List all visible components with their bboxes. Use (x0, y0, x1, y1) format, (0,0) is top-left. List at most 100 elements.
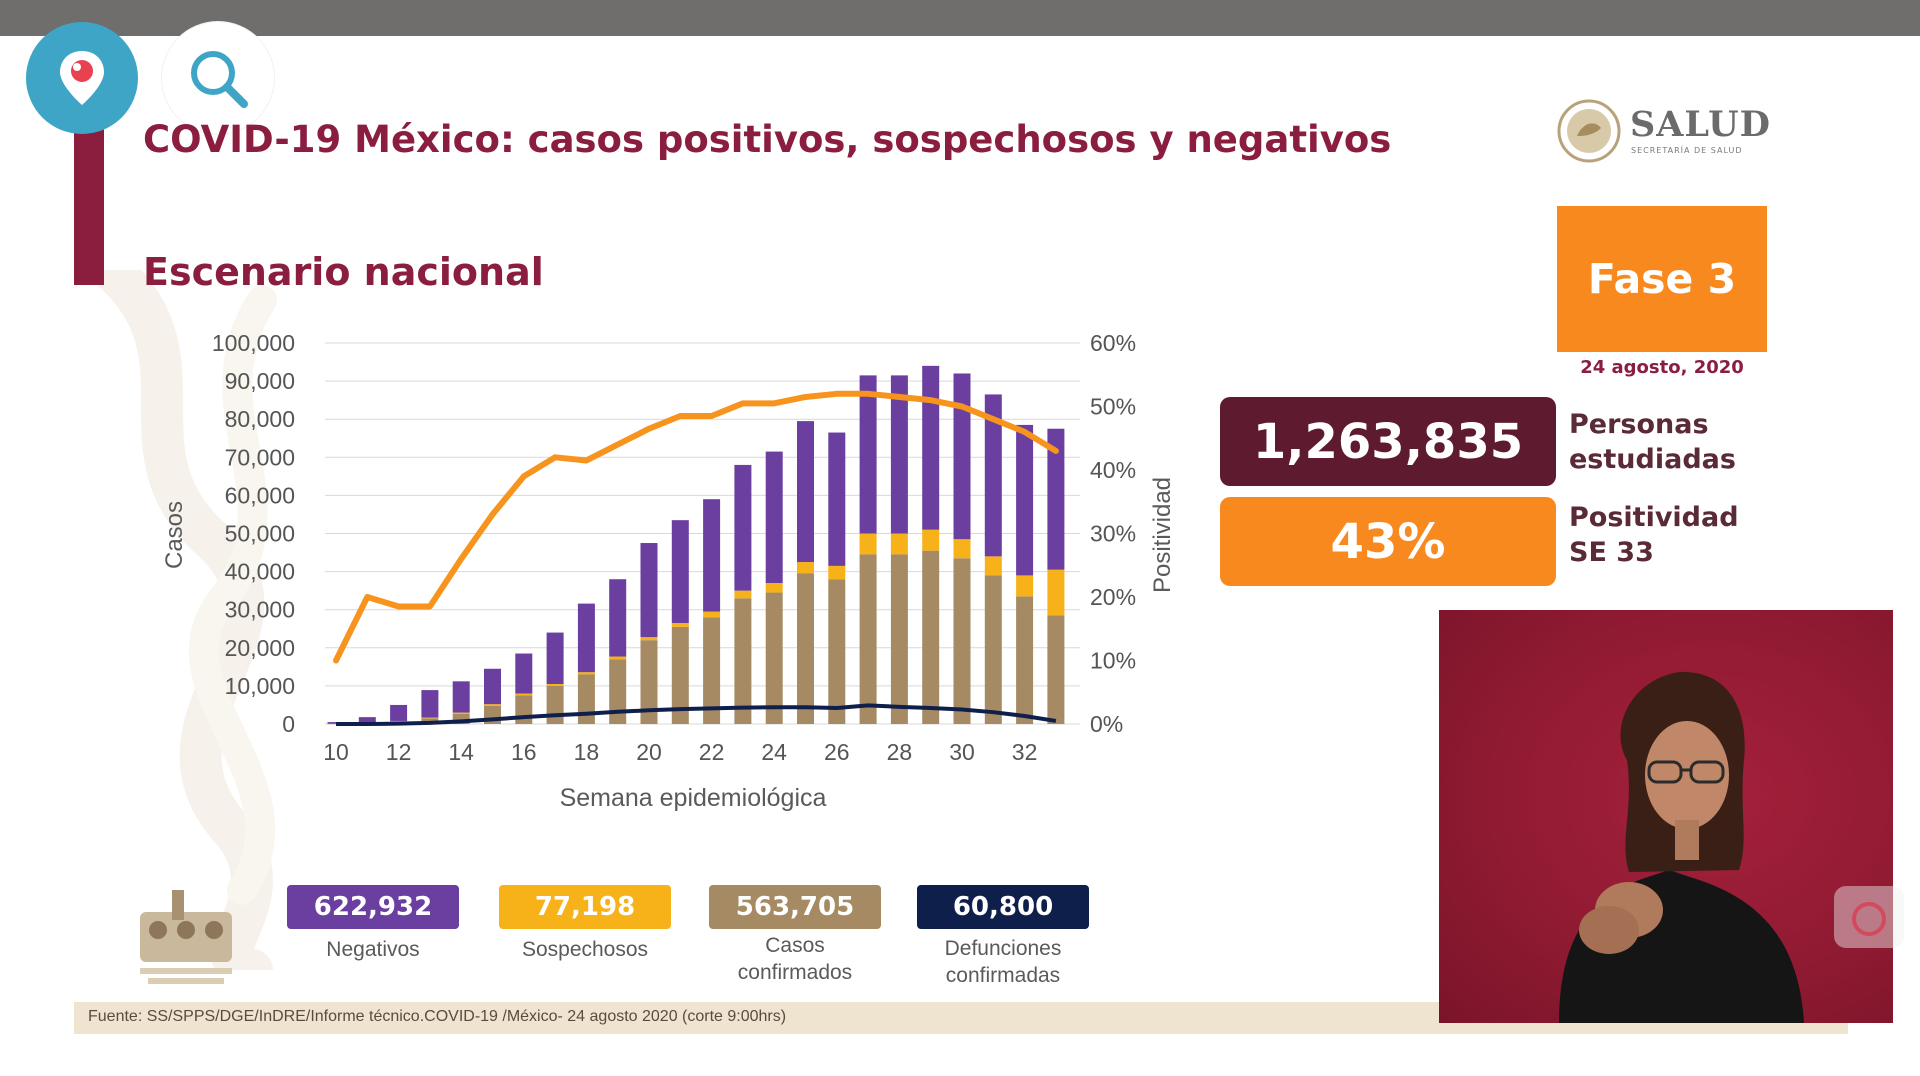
legend-confirmados-value: 563,705 (709, 885, 881, 929)
bar-sospechosos (421, 717, 439, 719)
page-subtitle: Escenario nacional (143, 250, 544, 294)
bar-negativos (452, 681, 470, 713)
x-tick-label: 20 (636, 739, 662, 765)
kpi-label-line: SE 33 (1569, 537, 1654, 568)
x-tick-label: 18 (574, 739, 600, 765)
bar-confirmados (734, 598, 752, 724)
y-tick-label: 10,000 (225, 673, 295, 699)
y-tick-label: 100,000 (212, 330, 295, 356)
x-tick-label: 26 (824, 739, 850, 765)
y-tick-label: 70,000 (225, 444, 295, 470)
bar-negativos (859, 375, 877, 534)
bar-sospechosos (765, 583, 783, 593)
legend-negativos-value: 622,932 (287, 885, 459, 929)
bar-negativos (484, 668, 501, 705)
bar-negativos (640, 543, 658, 638)
periscope-icon (60, 51, 104, 105)
y2-tick-label: 60% (1090, 330, 1136, 356)
legend-label-line: Negativos (326, 938, 420, 961)
bar-sospechosos (452, 712, 470, 714)
chart-y2-ticks: 0% 10% 20% 30% 40% 50% 60% (1090, 330, 1136, 737)
y2-tick-label: 40% (1090, 457, 1136, 483)
bar-negativos (797, 421, 814, 563)
y-tick-label: 0 (282, 711, 295, 737)
x-tick-label: 32 (1012, 739, 1038, 765)
bar-sospechosos (890, 533, 908, 555)
legend-sospechosos-value: 77,198 (499, 885, 671, 929)
top-bar (0, 0, 1920, 36)
bar-confirmados (765, 592, 783, 724)
page-title: COVID-19 México: casos positivos, sospec… (143, 118, 1392, 161)
interpreter-figure (1559, 671, 1804, 1023)
background-watermark (91, 270, 277, 970)
bar-confirmados (703, 617, 721, 724)
legend-label-line: Defunciones (944, 937, 1062, 960)
legend-label-line: Casos (765, 934, 825, 957)
search-button[interactable] (162, 22, 274, 134)
bar-negativos (734, 464, 752, 591)
bar-negativos (421, 690, 439, 718)
bar-sospechosos (484, 704, 501, 706)
kpi-label-line: Positividad (1569, 502, 1739, 533)
y2-tick-label: 10% (1090, 648, 1136, 674)
bar-sospechosos (546, 683, 564, 686)
bar-negativos (609, 579, 627, 657)
bar-negativos (671, 520, 689, 624)
bar-confirmados (1016, 596, 1034, 724)
bar-negativos (546, 632, 564, 684)
sign-language-interpreter-video (1439, 610, 1893, 1023)
salud-logo-subtext: SECRETARÍA DE SALUD (1631, 146, 1743, 155)
chart-y-ticks: 0 10,000 20,000 30,000 40,000 50,000 60,000 70,… (212, 330, 295, 737)
periscope-button[interactable] (26, 22, 138, 134)
x-axis-title: Semana epidemiológica (560, 784, 827, 812)
x-tick-label: 24 (761, 739, 787, 765)
bar-confirmados (577, 674, 595, 724)
x-tick-label: 10 (323, 739, 349, 765)
y-tick-label: 40,000 (225, 559, 295, 585)
bar-negativos (390, 704, 408, 721)
bar-confirmados (890, 554, 908, 724)
bar-sospechosos (671, 623, 689, 627)
chart-bars (327, 365, 1065, 725)
bar-sospechosos (640, 637, 658, 641)
bar-sospechosos (515, 693, 533, 696)
bar-sospechosos (797, 562, 814, 574)
bar-negativos (1016, 424, 1034, 576)
bar-sospechosos (922, 529, 940, 551)
bar-confirmados (546, 685, 564, 724)
bar-negativos (984, 394, 1002, 557)
kpi-personas-estudiadas-value: 1,263,835 (1220, 397, 1556, 486)
x-tick-label: 12 (386, 739, 412, 765)
bar-confirmados (515, 695, 533, 724)
chart-lines (333, 390, 1059, 726)
bar-sospechosos (577, 672, 595, 675)
camera-button[interactable] (1834, 886, 1904, 948)
bar-confirmados (640, 640, 658, 724)
line-positividad (333, 390, 1059, 664)
legend-defunciones-label: Defunciones confirmadas (898, 935, 1108, 989)
x-tick-label: 28 (887, 739, 913, 765)
bar-negativos (358, 717, 376, 723)
x-tick-label: 22 (699, 739, 725, 765)
y-axis-title: Casos (161, 501, 188, 569)
y-tick-label: 50,000 (225, 521, 295, 547)
y2-tick-label: 0% (1090, 711, 1123, 737)
legend-label-line: confirmadas (945, 964, 1061, 987)
x-tick-label: 16 (511, 739, 537, 765)
y2-axis-title: Positividad (1149, 477, 1176, 593)
bar-sospechosos (1047, 569, 1065, 616)
y2-tick-label: 50% (1090, 394, 1136, 420)
bar-confirmados (671, 626, 689, 724)
bar-confirmados (828, 579, 846, 724)
kpi-positividad-label: Positividad SE 33 (1569, 500, 1739, 570)
bar-negativos (1047, 428, 1065, 570)
legend-sospechosos-label: Sospechosos (480, 936, 690, 963)
bar-negativos (703, 499, 721, 612)
kpi-label-line: estudiadas (1569, 444, 1736, 475)
bar-negativos (828, 432, 846, 566)
bar-confirmados (1047, 615, 1065, 724)
y-tick-label: 80,000 (225, 406, 295, 432)
bar-sospechosos (859, 533, 877, 555)
x-tick-label: 30 (949, 739, 975, 765)
